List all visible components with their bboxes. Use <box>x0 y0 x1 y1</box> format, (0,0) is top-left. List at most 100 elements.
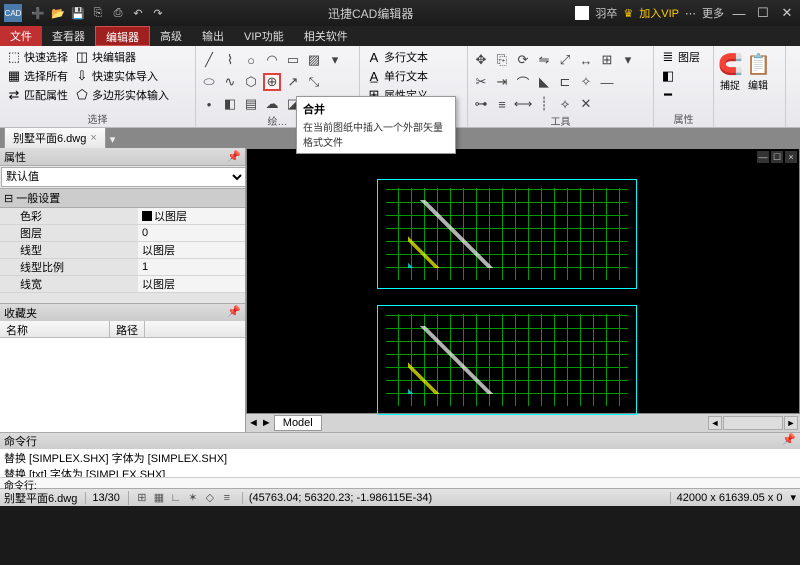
fav-pin-icon[interactable]: 📌 <box>227 305 241 320</box>
prop-row[interactable]: 图层0 <box>0 225 245 242</box>
quick-select-button[interactable]: ⬚快速选择 <box>4 48 70 66</box>
user-name[interactable]: 羽卒 <box>595 5 617 21</box>
match-props-button[interactable]: ⇄匹配属性 <box>4 86 70 104</box>
lengthen-icon[interactable]: ⟷ <box>514 95 532 113</box>
status-dropdown-icon[interactable]: ▾ <box>790 491 796 504</box>
point-icon[interactable]: • <box>200 95 218 113</box>
tab-editor[interactable]: 编辑器 <box>95 26 150 46</box>
fillet-icon[interactable]: ⌒ <box>514 73 532 91</box>
close-button[interactable]: ✕ <box>778 4 796 22</box>
tab-output[interactable]: 输出 <box>192 26 234 46</box>
revcloud-icon[interactable]: ☁ <box>263 95 281 113</box>
align-icon[interactable]: ≡ <box>493 95 511 113</box>
edit-big-icon[interactable]: 📋 <box>746 52 770 76</box>
minimize-button[interactable]: — <box>730 4 748 22</box>
print-icon[interactable]: ⎙ <box>110 5 126 21</box>
props-default-select[interactable]: 默认值 <box>1 167 246 187</box>
prop-row[interactable]: 线型比例1 <box>0 259 245 276</box>
move-icon[interactable]: ✥ <box>472 51 490 69</box>
polygon-icon[interactable]: ⬡ <box>242 73 260 91</box>
divide-icon[interactable]: ┊ <box>535 95 553 113</box>
scale-icon[interactable]: ⤢ <box>556 51 574 69</box>
lwt-toggle-icon[interactable]: ≡ <box>220 491 234 505</box>
props-general-section[interactable]: ⊟ 一般设置 <box>0 188 245 208</box>
rotate-icon[interactable]: ⟳ <box>514 51 532 69</box>
save-icon[interactable]: 💾 <box>70 5 86 21</box>
explode-icon[interactable]: ✧ <box>577 73 595 91</box>
import-button[interactable]: ⇩快速实体导入 <box>72 67 171 85</box>
mirror-icon[interactable]: ⇋ <box>535 51 553 69</box>
user-icon[interactable] <box>575 6 589 20</box>
extend-icon[interactable]: ⇥ <box>493 73 511 91</box>
chamfer-icon[interactable]: ◣ <box>535 73 553 91</box>
layer-lt-button[interactable]: ━ <box>658 86 702 104</box>
table-icon[interactable]: ▤ <box>242 95 260 113</box>
more-button[interactable]: 更多 <box>702 5 724 21</box>
tab-related[interactable]: 相关软件 <box>294 26 358 46</box>
drawing-canvas[interactable]: —☐× <box>247 149 799 413</box>
snap-toggle-icon[interactable]: ⊞ <box>135 491 149 505</box>
poly-input-button[interactable]: ⬠多边形实体输入 <box>72 86 171 104</box>
layer-color-button[interactable]: ◧ <box>658 67 702 85</box>
tab-dropdown-icon[interactable]: ▾ <box>106 131 120 148</box>
tab-advanced[interactable]: 高级 <box>150 26 192 46</box>
open-icon[interactable]: 📂 <box>50 5 66 21</box>
vip-button[interactable]: 加入VIP <box>639 5 679 21</box>
new-icon[interactable]: ➕ <box>30 5 46 21</box>
prop-row[interactable]: 线宽以图层 <box>0 276 245 293</box>
tab-viewer[interactable]: 查看器 <box>42 26 95 46</box>
break-icon[interactable]: ― <box>598 73 616 91</box>
arc-icon[interactable]: ◠ <box>263 51 281 69</box>
polyline-icon[interactable]: ⌇ <box>221 51 239 69</box>
hscroll-right-icon[interactable]: ► <box>784 416 798 430</box>
props-pin-icon[interactable]: 📌 <box>227 150 241 163</box>
spline-icon[interactable]: ∿ <box>221 73 239 91</box>
copy-icon[interactable]: ⎘ <box>493 51 511 69</box>
select-all-button[interactable]: ▦选择所有 <box>4 67 70 85</box>
offset-icon[interactable]: ⊏ <box>556 73 574 91</box>
redo-icon[interactable]: ↷ <box>150 5 166 21</box>
canvas-max-icon[interactable]: ☐ <box>771 151 783 163</box>
document-tab[interactable]: 别墅平面6.dwg × <box>4 127 106 148</box>
tab-file[interactable]: 文件 <box>0 26 42 46</box>
maximize-button[interactable]: ☐ <box>754 4 772 22</box>
layer-button[interactable]: ≣图层 <box>658 48 702 66</box>
ray-icon[interactable]: ↗ <box>284 73 302 91</box>
join-icon[interactable]: ⊶ <box>472 95 490 113</box>
hscroll-thumb[interactable] <box>723 416 783 430</box>
undo-icon[interactable]: ↶ <box>130 5 146 21</box>
osnap-toggle-icon[interactable]: ◇ <box>203 491 217 505</box>
layout-prev-icon[interactable]: ◄ <box>248 417 259 429</box>
prop-row[interactable]: 线型以图层 <box>0 242 245 259</box>
more1-icon[interactable]: ▾ <box>326 51 344 69</box>
canvas-close-icon[interactable]: × <box>785 151 797 163</box>
ellipse-icon[interactable]: ⬭ <box>200 73 218 91</box>
text-button[interactable]: A̲单行文本 <box>364 67 430 85</box>
array-icon[interactable]: ⊞ <box>598 51 616 69</box>
trim-icon[interactable]: ✂ <box>472 73 490 91</box>
polar-toggle-icon[interactable]: ✶ <box>186 491 200 505</box>
mtext-button[interactable]: A多行文本 <box>364 48 430 66</box>
cmd-pin-icon[interactable]: 📌 <box>782 433 796 449</box>
prop-row[interactable]: 色彩以图层 <box>0 208 245 225</box>
tab-close-icon[interactable]: × <box>90 132 96 144</box>
hscroll-left-icon[interactable]: ◄ <box>708 416 722 430</box>
line-icon[interactable]: ╱ <box>200 51 218 69</box>
saveall-icon[interactable]: ⎘ <box>90 5 106 21</box>
model-tab[interactable]: Model <box>274 415 322 431</box>
xline-icon[interactable]: ⤡ <box>305 73 323 91</box>
snap-big-icon[interactable]: 🧲 <box>718 52 742 76</box>
rect-icon[interactable]: ▭ <box>284 51 302 69</box>
canvas-min-icon[interactable]: — <box>757 151 769 163</box>
measure-icon[interactable]: ⟡ <box>556 95 574 113</box>
tab-vip[interactable]: VIP功能 <box>234 26 294 46</box>
region-icon[interactable]: ◧ <box>221 95 239 113</box>
block-editor-button[interactable]: ◫块编辑器 <box>72 48 171 66</box>
stretch-icon[interactable]: ↔ <box>577 51 595 69</box>
merge-icon[interactable]: ⊕ <box>263 73 281 91</box>
circle-icon[interactable]: ○ <box>242 51 260 69</box>
hatch-icon[interactable]: ▨ <box>305 51 323 69</box>
ortho-toggle-icon[interactable]: ∟ <box>169 491 183 505</box>
layout-next-icon[interactable]: ► <box>261 417 272 429</box>
erase-icon[interactable]: ✕ <box>577 95 595 113</box>
